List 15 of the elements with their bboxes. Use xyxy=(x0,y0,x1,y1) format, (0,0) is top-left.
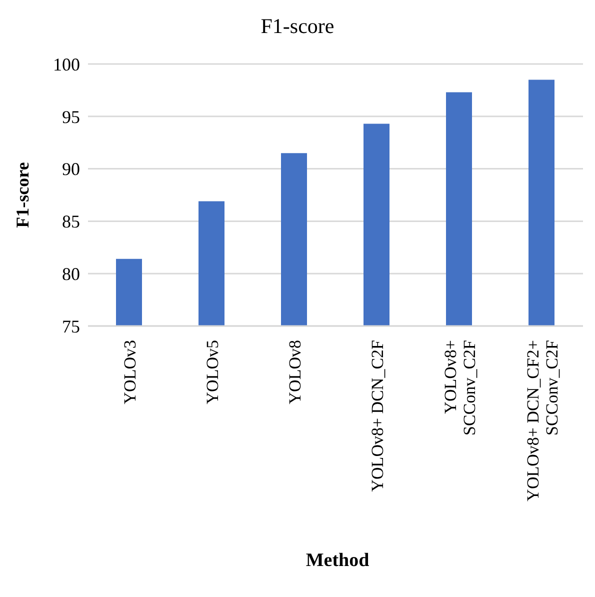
x-tick-label: YOLOv8+ DCN_CF2+ SCConv_C2F xyxy=(523,340,562,502)
y-tick-label: 80 xyxy=(62,264,80,284)
y-tick-label: 100 xyxy=(53,54,80,74)
y-tick-label: 95 xyxy=(62,106,80,127)
x-tick-label: YOLOv8 xyxy=(285,340,304,404)
x-tick-label: YOLOv5 xyxy=(202,340,222,404)
x-axis-title: Method xyxy=(304,550,370,572)
y-tick-label: 85 xyxy=(62,212,80,232)
x-tick-label: YOLOv8+ DCN_C2F xyxy=(368,340,387,492)
chart-title: F1-score xyxy=(260,13,336,40)
y-axis-title: F1-score xyxy=(12,162,32,228)
x-tick-label: YOLOv3 xyxy=(120,340,140,404)
x-tick-label: YOLOv8+ SCConv_C2F xyxy=(440,340,479,436)
y-tick-label: 90 xyxy=(62,159,80,180)
y-tick-label: 75 xyxy=(62,316,80,336)
